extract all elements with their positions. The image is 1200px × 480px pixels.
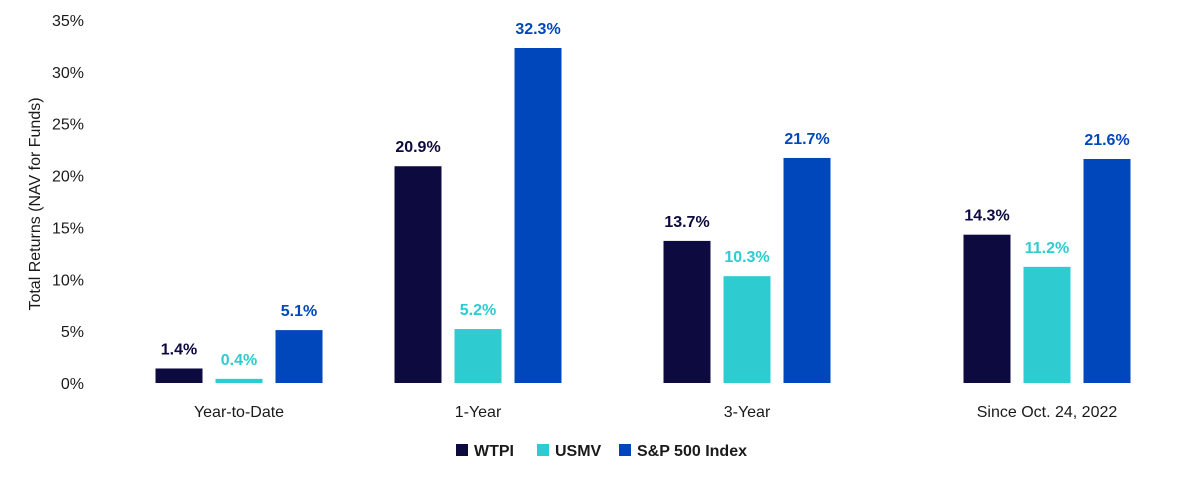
data-label: 0.4% <box>221 352 257 369</box>
legend-label: WTPI <box>474 443 514 460</box>
y-tick-label: 20% <box>52 169 84 186</box>
bar-usmv <box>454 329 502 383</box>
y-tick-label: 0% <box>61 376 84 393</box>
legend-swatch <box>456 444 468 456</box>
x-category-label: 1-Year <box>455 404 502 421</box>
y-tick-label: 25% <box>52 117 84 134</box>
x-category-label: 3-Year <box>724 404 771 421</box>
data-label: 1.4% <box>161 341 197 358</box>
y-tick-label: 5% <box>61 324 84 341</box>
y-tick-label: 10% <box>52 272 84 289</box>
y-axis-label: Total Returns (NAV for Funds) <box>27 97 44 310</box>
bar-wtpi <box>394 166 442 383</box>
bar-usmv <box>215 378 263 383</box>
data-label: 20.9% <box>395 139 440 156</box>
legend-swatch <box>619 444 631 456</box>
bar-wtpi <box>663 240 711 383</box>
legend-label: USMV <box>555 443 602 460</box>
bar-s-p-500-index <box>514 48 562 383</box>
legend-swatch <box>537 444 549 456</box>
data-label: 21.6% <box>1084 132 1129 149</box>
data-label: 11.2% <box>1025 240 1069 257</box>
x-category-label: Since Oct. 24, 2022 <box>977 404 1118 421</box>
y-tick-label: 35% <box>52 13 84 30</box>
data-label: 5.1% <box>281 303 317 320</box>
bar-wtpi <box>963 234 1011 383</box>
data-label: 5.2% <box>460 302 496 319</box>
bar-wtpi <box>155 368 203 383</box>
y-tick-label: 15% <box>52 220 84 237</box>
bar-s-p-500-index <box>275 330 323 383</box>
x-category-label: Year-to-Date <box>194 404 284 421</box>
data-label: 32.3% <box>515 21 560 38</box>
bar-s-p-500-index <box>1083 158 1131 383</box>
data-label: 10.3% <box>724 249 769 266</box>
bar-s-p-500-index <box>783 157 831 383</box>
legend-label: S&P 500 Index <box>637 443 747 460</box>
bar-usmv <box>1023 266 1071 383</box>
data-label: 21.7% <box>784 131 829 148</box>
bar-usmv <box>723 276 771 383</box>
data-label: 14.3% <box>964 208 1009 225</box>
data-label: 13.7% <box>664 214 709 231</box>
y-tick-label: 30% <box>52 65 84 82</box>
legend: WTPI USMV S&P 500 Index <box>456 443 747 460</box>
